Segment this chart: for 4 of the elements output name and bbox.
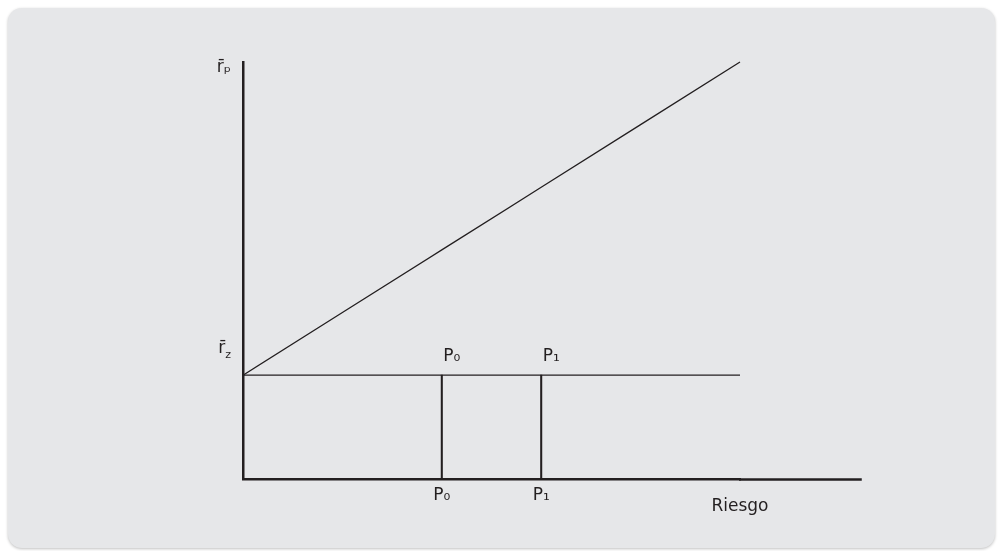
x-axis-title: Riesgo <box>711 494 769 515</box>
y-axis-title: r̄ₚ <box>216 56 232 76</box>
annotation: P₁ <box>542 345 560 366</box>
annotation: P₀ <box>443 345 461 366</box>
